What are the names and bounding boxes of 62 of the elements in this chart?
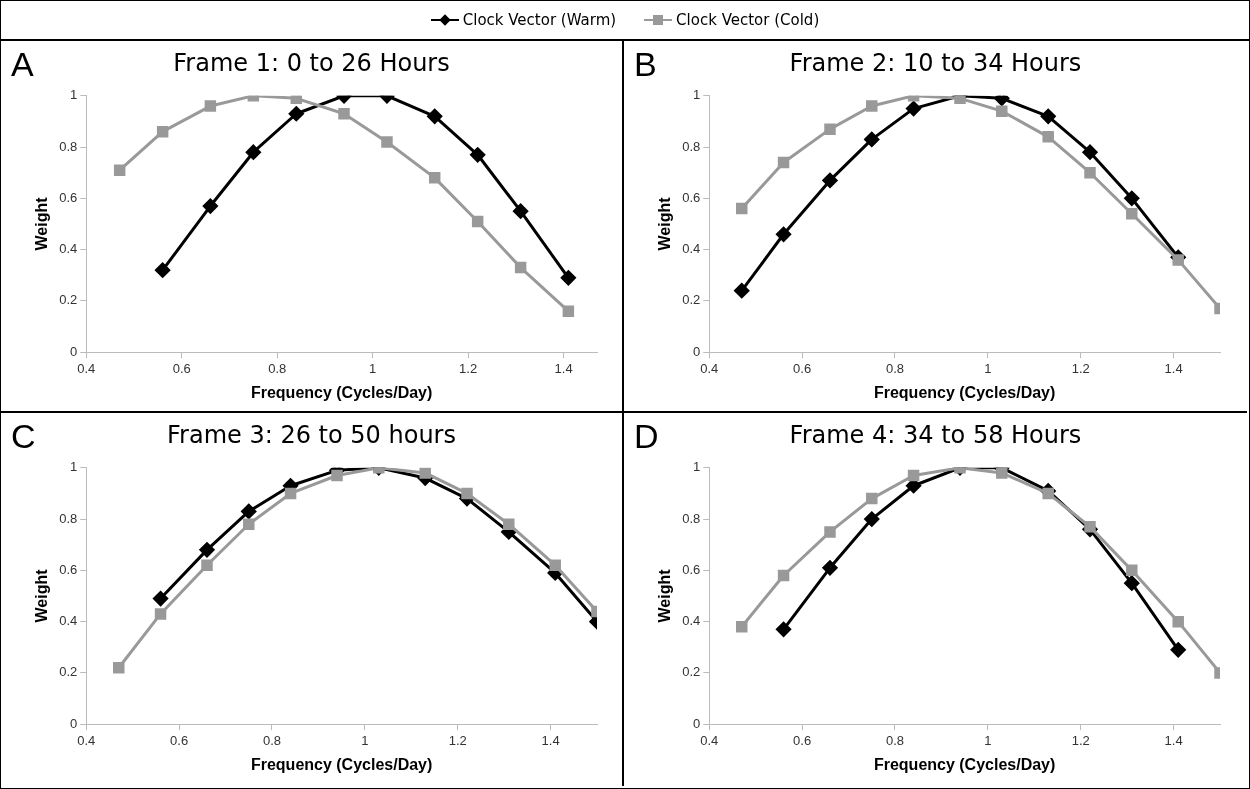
chart-title: Frame 4: 34 to 58 Hours [789,421,1082,449]
y-axis-title: Weight [33,196,51,251]
y-axis-title: Weight [33,568,51,623]
y-tick-label: 0.2 [682,664,701,680]
x-tick-label: 1 [984,732,992,748]
x-axis-title: Frequency (Cycles/Day) [873,383,1056,401]
x-tick-label: 1.4 [1164,732,1183,748]
x-tick-label: 1.2 [1071,732,1090,748]
y-tick-label: 0.4 [682,613,701,629]
x-tick-label: 1 [361,732,369,748]
x-tick-label: 0.6 [793,360,812,376]
chart-title: Frame 1: 0 to 26 Hours [173,49,450,77]
y-tick-label: 0.6 [59,189,78,205]
y-tick-label: 0.2 [59,292,78,308]
text: C [11,417,36,456]
y-tick-label: 0 [693,715,701,731]
y-tick-label: 0.6 [682,561,701,577]
x-tick-label: 0.8 [268,360,287,376]
legend-label: Clock Vector (Warm) [462,11,617,29]
y-tick-label: 1 [693,87,701,103]
x-tick-label: 0.8 [885,360,905,376]
x-tick-label: 1.4 [1164,360,1183,376]
y-tick-label: 0.4 [59,241,78,257]
x-tick-label: 1 [369,360,377,376]
x-tick-label: 0.6 [172,360,191,376]
legend-label: Clock Vector (Cold) [676,11,820,29]
x-tick-label: 1.2 [448,732,467,748]
y-tick-label: 0.8 [682,510,701,526]
y-tick-label: 0 [70,715,78,731]
chart-title: Frame 2: 10 to 34 Hours [789,49,1082,77]
y-tick-label: 0.2 [682,292,701,308]
y-axis-title: Weight [656,568,674,623]
x-tick-label: 0.8 [885,732,905,748]
x-axis-title: Frequency (Cycles/Day) [250,383,433,401]
y-tick-label: 0.6 [59,561,78,577]
x-tick-label: 0.8 [262,732,282,748]
x-axis-title: Frequency (Cycles/Day) [250,755,433,773]
x-tick-label: 0.6 [793,732,812,748]
y-tick-label: 0.8 [682,138,701,154]
x-tick-label: 1.4 [554,360,573,376]
text: A [11,45,34,84]
y-tick-label: 0.2 [59,664,78,680]
y-tick-label: 0.6 [682,189,701,205]
y-tick-label: 1 [70,459,78,475]
y-tick-label: 0.8 [59,138,78,154]
y-tick-label: 0 [693,343,701,359]
y-tick-label: 1 [693,459,701,475]
x-tick-label: 1.4 [541,732,560,748]
x-tick-label: 1 [984,360,992,376]
text: D [634,417,659,456]
y-tick-label: 0.8 [59,510,78,526]
y-tick-label: 1 [70,87,78,103]
x-tick-label: 0.6 [170,732,189,748]
chart-title: Frame 3: 26 to 50 hours [167,421,456,449]
y-tick-label: 0.4 [682,241,701,257]
y-tick-label: 0 [70,343,78,359]
x-tick-label: 1.2 [459,360,478,376]
text: B [634,45,657,84]
x-axis-title: Frequency (Cycles/Day) [873,755,1056,773]
x-tick-label: 1.2 [1071,360,1090,376]
y-axis-title: Weight [656,196,674,251]
y-tick-label: 0.4 [59,613,78,629]
